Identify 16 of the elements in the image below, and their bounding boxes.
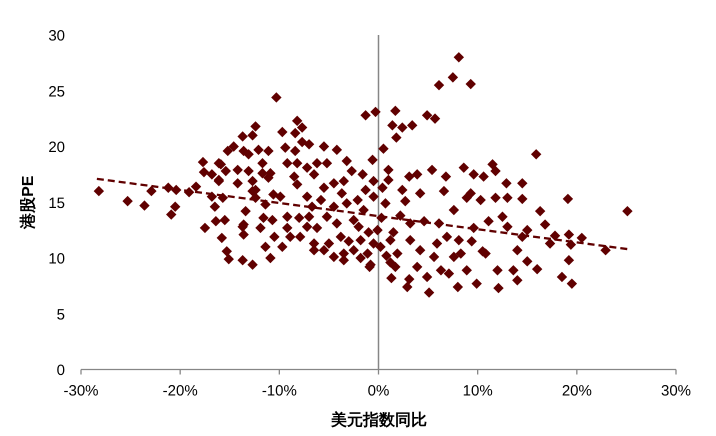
x-tick-label: -30%: [63, 382, 99, 400]
y-tick-label: 0: [56, 362, 65, 379]
y-tick-label: 25: [48, 83, 65, 100]
x-tick-label: 0%: [368, 382, 390, 400]
x-axis-title: 美元指数同比: [330, 410, 427, 429]
x-tick-label: 10%: [462, 382, 493, 400]
y-tick-label: 10: [48, 250, 65, 268]
x-tick-label: 30%: [660, 382, 692, 400]
x-tick-label: -20%: [162, 382, 198, 400]
y-tick-label: 15: [48, 194, 65, 212]
x-tick-label: -10%: [262, 382, 297, 400]
x-tick-label: 20%: [562, 382, 592, 400]
y-tick-label: 5: [56, 306, 65, 324]
y-axis-title: 港股PE: [19, 175, 37, 230]
y-tick-label: 20: [48, 139, 65, 156]
y-tick-label: 30: [48, 28, 65, 44]
